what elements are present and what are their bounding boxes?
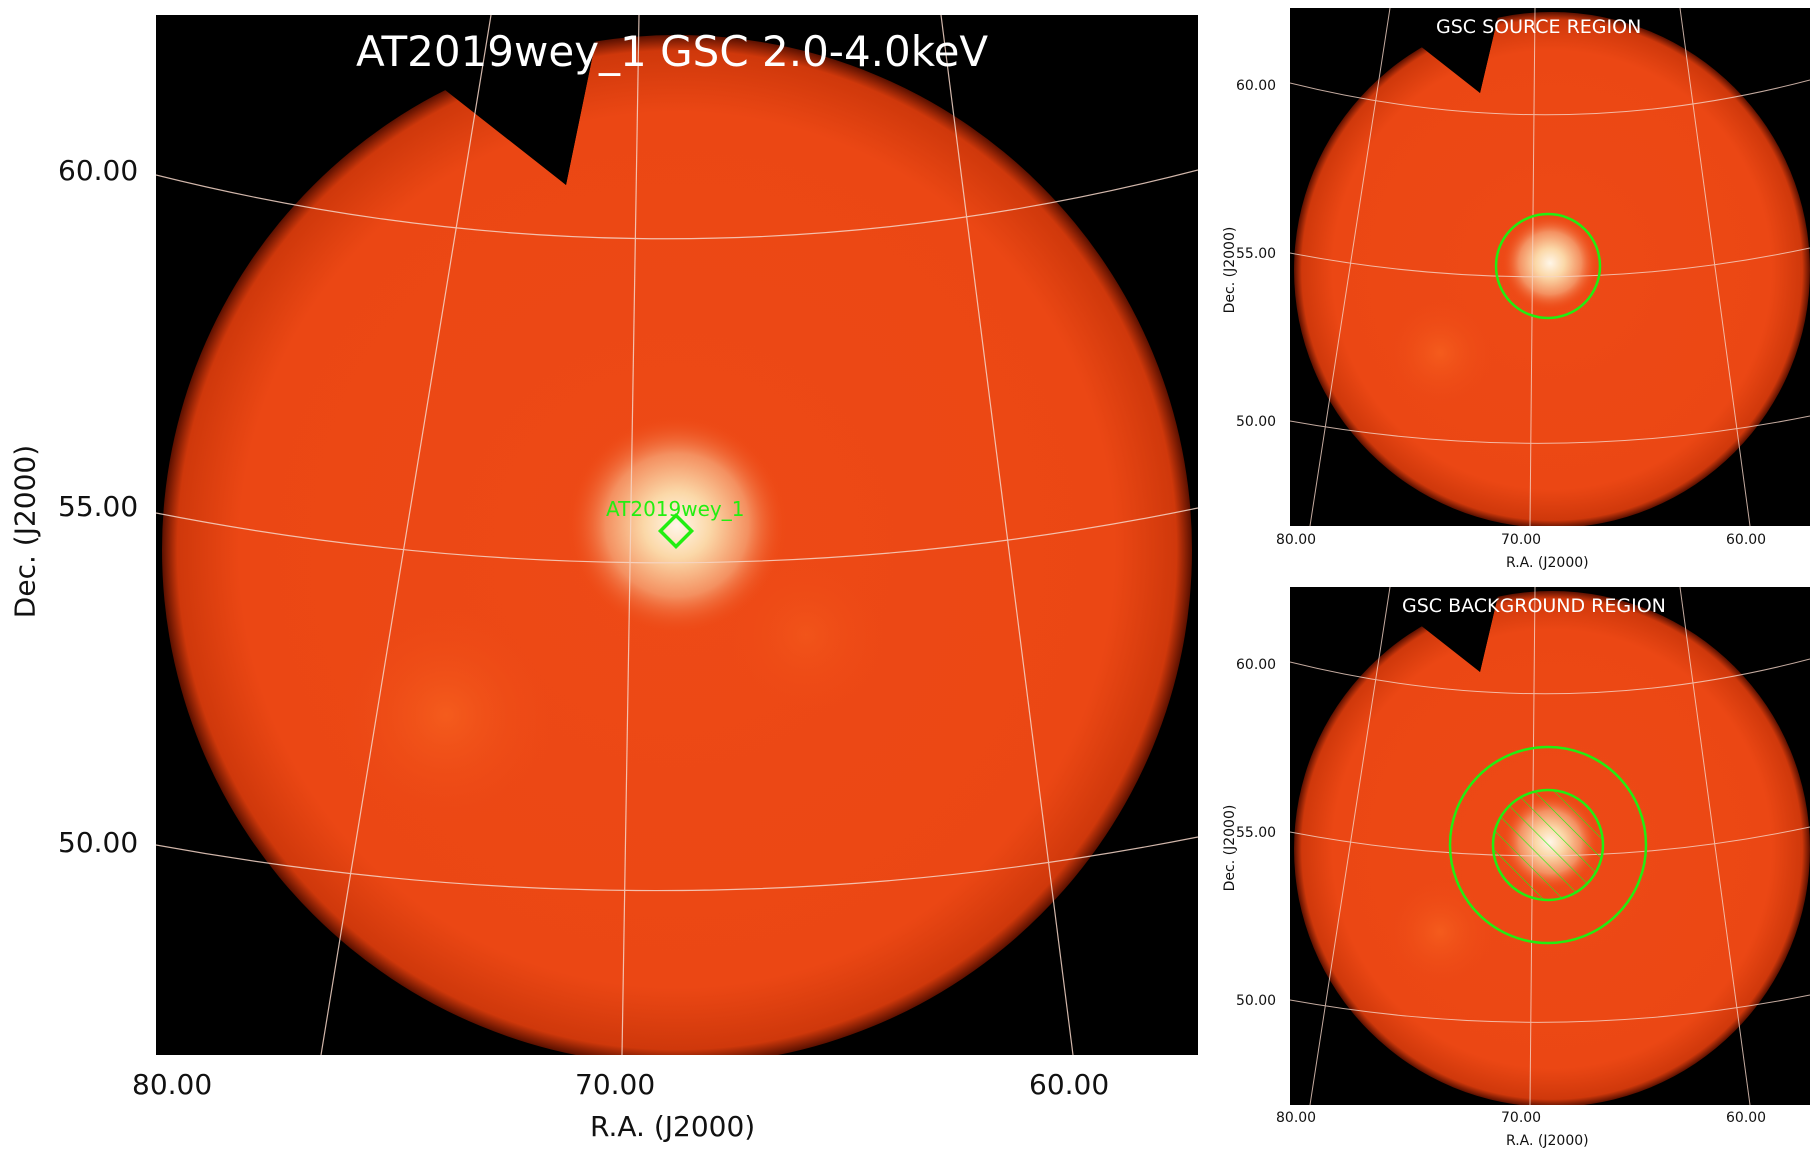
background-ylabel: Dec. (J2000)	[1222, 804, 1238, 892]
background-outer-circle	[1448, 745, 1648, 945]
source-xtick-70: 70.00	[1501, 532, 1542, 548]
source-marker	[657, 512, 695, 550]
source-ytick-60: 60.00	[1236, 78, 1277, 94]
main-ytick-55: 55.00	[58, 490, 139, 523]
main-title: AT2019wey_1 GSC 2.0-4.0keV	[356, 27, 989, 76]
detector-disk	[162, 15, 1192, 1055]
background-xlabel: R.A. (J2000)	[1506, 1133, 1589, 1149]
main-ylabel: Dec. (J2000)	[8, 444, 42, 619]
background-region-image	[1290, 587, 1810, 1105]
main-ytick-60: 60.00	[58, 154, 139, 187]
background-ytick-55: 55.00	[1236, 825, 1277, 841]
source-xlabel: R.A. (J2000)	[1506, 555, 1589, 571]
source-xtick-60: 60.00	[1726, 532, 1767, 548]
background-region-panel: GSC BACKGROUND REGION	[1290, 587, 1810, 1105]
background-panel-title: GSC BACKGROUND REGION	[1402, 595, 1666, 617]
source-xtick-80: 80.00	[1276, 532, 1317, 548]
main-xtick-60: 60.00	[1029, 1068, 1110, 1101]
main-map-image	[156, 15, 1198, 1055]
main-map-panel: AT2019wey_1 GSC 2.0-4.0keV AT2019wey_1	[156, 15, 1198, 1055]
coordinate-grid	[156, 15, 1198, 1055]
background-xtick-70: 70.00	[1501, 1110, 1542, 1126]
source-panel-title: GSC SOURCE REGION	[1436, 16, 1642, 38]
main-xtick-70: 70.00	[575, 1068, 656, 1101]
source-ylabel: Dec. (J2000)	[1222, 226, 1238, 314]
source-ytick-55: 55.00	[1236, 246, 1277, 262]
source-region-image	[1290, 8, 1810, 526]
main-xlabel: R.A. (J2000)	[590, 1110, 756, 1143]
source-region-circle	[1494, 212, 1602, 320]
source-region-panel: GSC SOURCE REGION	[1290, 8, 1810, 526]
source-ytick-50: 50.00	[1236, 414, 1277, 430]
background-excluded-circle	[1491, 788, 1605, 902]
background-ytick-50: 50.00	[1236, 993, 1277, 1009]
background-ytick-60: 60.00	[1236, 657, 1277, 673]
background-xtick-60: 60.00	[1726, 1110, 1767, 1126]
main-ytick-50: 50.00	[58, 826, 139, 859]
source-label: AT2019wey_1	[606, 497, 745, 521]
main-xtick-80: 80.00	[132, 1068, 213, 1101]
background-xtick-80: 80.00	[1276, 1110, 1317, 1126]
